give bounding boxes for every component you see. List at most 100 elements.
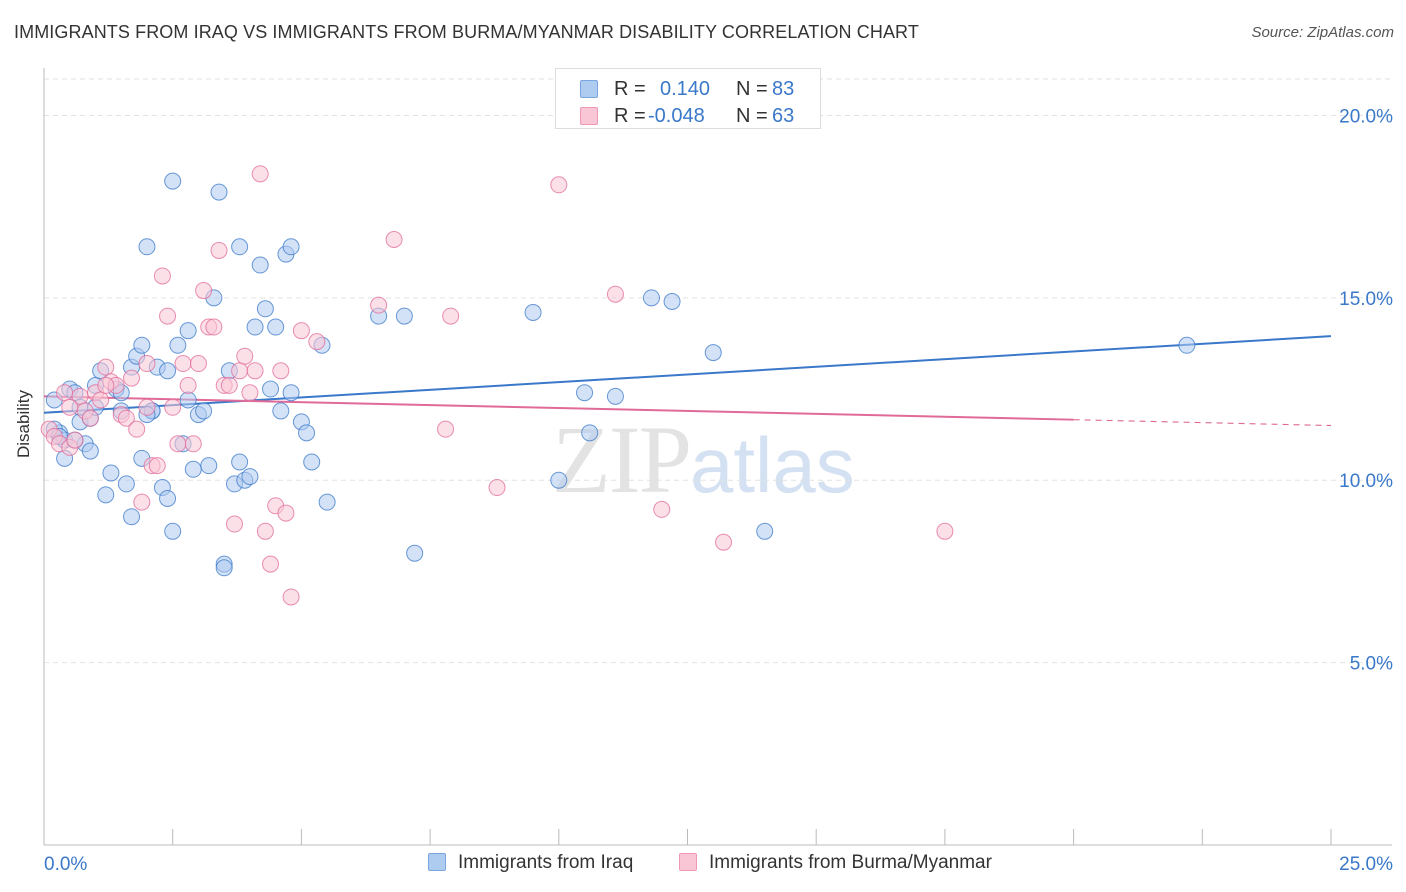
- point-burma: [488, 479, 506, 497]
- point-iraq: [282, 238, 300, 256]
- point-iraq: [704, 344, 722, 362]
- point-iraq: [184, 460, 202, 478]
- point-iraq: [756, 522, 774, 540]
- axes: [43, 68, 1392, 846]
- point-iraq: [606, 387, 624, 405]
- legend-r-label: R =: [614, 78, 646, 100]
- y-tick-label: 20.0%: [1339, 106, 1393, 127]
- legend-r-value: 0.140: [660, 78, 711, 100]
- series-legend: Immigrants from Iraq Immigrants from Bur…: [0, 850, 1406, 880]
- point-burma: [251, 165, 269, 183]
- point-iraq: [282, 384, 300, 402]
- point-burma: [169, 435, 187, 453]
- point-iraq: [262, 380, 280, 398]
- point-burma: [174, 355, 192, 373]
- point-burma: [97, 376, 115, 394]
- point-iraq: [200, 457, 218, 475]
- point-iraq: [272, 402, 290, 420]
- series-swatch-iraq: [428, 853, 446, 871]
- point-iraq: [159, 362, 177, 380]
- legend-r-label: R =: [614, 105, 646, 127]
- point-iraq: [241, 468, 259, 486]
- tick-labels: 5.0% 10.0% 15.0% 20.0% 0.0% 25.0%: [44, 106, 1393, 875]
- series-swatch-burma: [679, 853, 697, 871]
- point-iraq: [117, 475, 135, 493]
- point-iraq: [524, 303, 542, 321]
- point-burma: [189, 355, 207, 373]
- point-burma: [148, 457, 166, 475]
- point-burma: [179, 376, 197, 394]
- chart-source: Source: ZipAtlas.com: [1251, 24, 1394, 41]
- point-burma: [272, 362, 290, 380]
- point-burma: [282, 588, 300, 606]
- point-iraq: [210, 183, 228, 201]
- point-burma: [61, 398, 79, 416]
- trend-line-burma-extension: [1073, 419, 1332, 427]
- point-burma: [653, 500, 671, 518]
- legend-row-burma: R = -0.048 N = 63: [556, 100, 820, 130]
- point-iraq: [169, 336, 187, 354]
- point-burma: [92, 391, 110, 409]
- point-burma: [442, 307, 460, 325]
- watermark-zip: ZIP: [552, 406, 692, 513]
- watermark-atlas: atlas: [690, 421, 855, 509]
- point-burma: [370, 296, 388, 314]
- point-iraq: [159, 489, 177, 507]
- point-iraq: [164, 172, 182, 190]
- point-burma: [153, 267, 171, 285]
- point-burma: [241, 384, 259, 402]
- y-tick-label: 15.0%: [1339, 289, 1393, 310]
- trend-line-iraq: [43, 335, 1332, 414]
- legend-swatch-burma: [580, 107, 598, 125]
- point-burma: [231, 362, 249, 380]
- point-burma: [117, 409, 135, 427]
- point-iraq: [581, 424, 599, 442]
- point-iraq: [251, 256, 269, 274]
- point-burma: [715, 533, 733, 551]
- point-burma: [606, 285, 624, 303]
- legend-r-value: -0.048: [648, 105, 705, 127]
- point-burma: [195, 282, 213, 300]
- legend-n-value: 63: [772, 105, 795, 127]
- point-burma: [210, 241, 228, 259]
- point-iraq: [663, 293, 681, 311]
- point-iraq: [406, 544, 424, 562]
- point-burma: [550, 176, 568, 194]
- point-burma: [138, 355, 156, 373]
- point-burma: [385, 230, 403, 248]
- point-iraq: [231, 238, 249, 256]
- point-burma: [123, 369, 141, 387]
- point-iraq: [298, 424, 316, 442]
- point-burma: [936, 522, 954, 540]
- point-iraq: [231, 453, 249, 471]
- point-iraq: [138, 238, 156, 256]
- legend-n-label: N =: [736, 105, 768, 127]
- legend-n-value: 83: [772, 78, 795, 100]
- point-iraq: [164, 522, 182, 540]
- x-tick-label: 0.0%: [44, 854, 87, 875]
- chart-title: IMMIGRANTS FROM IRAQ VS IMMIGRANTS FROM …: [14, 22, 919, 42]
- point-burma: [220, 376, 238, 394]
- data-points: [40, 165, 1196, 606]
- legend-n-label: N =: [736, 78, 768, 100]
- point-iraq: [395, 307, 413, 325]
- point-burma: [128, 420, 146, 438]
- point-iraq: [576, 384, 594, 402]
- point-iraq: [256, 300, 274, 318]
- x-tick-label: 25.0%: [1339, 854, 1393, 875]
- point-burma: [97, 358, 115, 376]
- point-iraq: [81, 442, 99, 460]
- legend-row-iraq: R = 0.140 N = 83: [556, 73, 820, 103]
- point-burma: [308, 333, 326, 351]
- point-burma: [164, 398, 182, 416]
- point-burma: [205, 318, 223, 336]
- point-burma: [81, 409, 99, 427]
- point-iraq: [97, 486, 115, 504]
- legend-swatch-iraq: [580, 80, 598, 98]
- point-iraq: [195, 402, 213, 420]
- point-iraq: [267, 318, 285, 336]
- point-burma: [262, 555, 280, 573]
- point-burma: [292, 322, 310, 340]
- point-iraq: [318, 493, 336, 511]
